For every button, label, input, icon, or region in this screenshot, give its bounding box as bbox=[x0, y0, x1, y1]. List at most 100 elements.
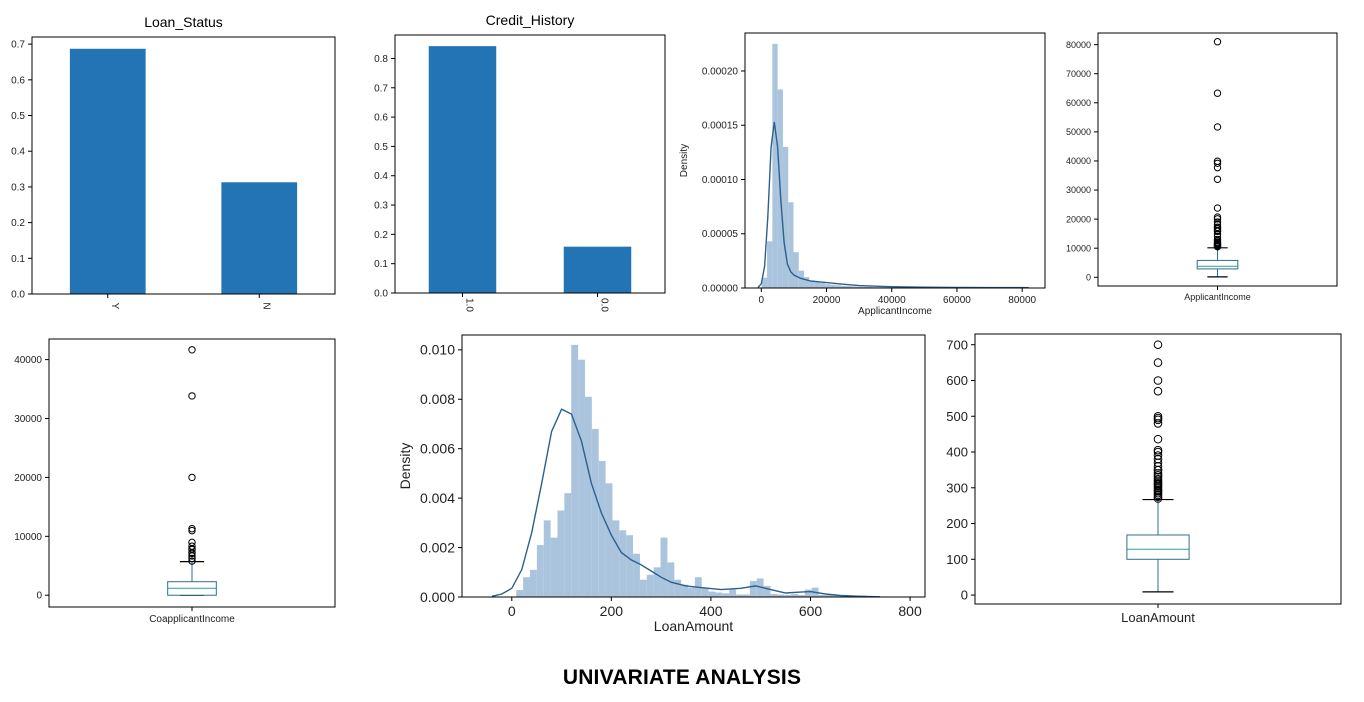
loan-amount-box-outlier bbox=[1154, 359, 1162, 367]
loan-amount-dist-hist-bin bbox=[537, 545, 544, 597]
applicant-income-box-outlier bbox=[1214, 176, 1220, 182]
credit-history-ytick-label: 0.4 bbox=[374, 171, 388, 182]
loan-amount-dist-hist-bin bbox=[516, 590, 523, 597]
loan-amount-dist-xtick-label: 400 bbox=[699, 603, 723, 619]
loan-amount-box-outlier bbox=[1154, 414, 1162, 422]
credit-history-ytick-label: 0.2 bbox=[374, 230, 388, 241]
loan-status-ytick-label: 0.3 bbox=[11, 182, 25, 193]
applicant-income-box-iqr-box bbox=[1197, 260, 1238, 268]
loan-amount-dist-hist-bin bbox=[564, 493, 571, 597]
credit-history-ytick-label: 0.6 bbox=[374, 113, 388, 124]
applicant-income-box-outlier bbox=[1214, 205, 1220, 211]
loan-amount-dist-ytick-label: 0.004 bbox=[420, 490, 455, 506]
loan-amount-dist-hist-bin bbox=[626, 535, 633, 597]
loan-amount-dist-ylabel: Density bbox=[397, 443, 413, 490]
loan-amount-box-outlier bbox=[1154, 446, 1162, 454]
loan-status-bar bbox=[70, 49, 146, 294]
loan-amount-dist-hist-bin bbox=[647, 575, 654, 597]
loan-amount-dist-hist-bin bbox=[688, 588, 695, 597]
loan-amount-box-iqr-box bbox=[1127, 535, 1189, 559]
applicant-income-box-ytick-label: 70000 bbox=[1066, 69, 1091, 79]
loan-amount-dist-hist-bin bbox=[551, 538, 558, 597]
loan-amount-dist-hist-bin bbox=[530, 570, 537, 597]
applicant-income-dist-xtick-label: 20000 bbox=[813, 295, 841, 306]
applicant-income-box-ytick-label: 80000 bbox=[1066, 40, 1091, 50]
loan-amount-dist-hist-bin bbox=[716, 593, 723, 597]
loan-amount-box-ytick-label: 600 bbox=[946, 373, 968, 388]
applicant-income-box-ytick-label: 60000 bbox=[1066, 98, 1091, 108]
loan-status-ytick-label: 0.2 bbox=[11, 218, 25, 229]
credit-history-xtick-label: 1.0 bbox=[464, 298, 475, 312]
credit-history-ytick-label: 0.0 bbox=[374, 289, 388, 300]
credit-history-bar bbox=[564, 247, 632, 293]
credit-history-ytick-label: 0.7 bbox=[374, 83, 388, 94]
loan-amount-dist-hist-bin bbox=[585, 397, 592, 597]
applicant-income-box-ytick-label: 10000 bbox=[1066, 243, 1091, 253]
credit-history-ytick-label: 0.1 bbox=[374, 259, 388, 270]
applicant-income-dist-ytick-label: 0.00000 bbox=[702, 284, 739, 295]
applicant-income-box-outlier bbox=[1214, 124, 1220, 130]
applicant-income-box-outlier bbox=[1214, 90, 1220, 96]
applicant-income-box-ytick-label: 0 bbox=[1086, 272, 1091, 282]
loan-amount-dist-ytick-label: 0.000 bbox=[420, 589, 455, 605]
loan-amount-dist-hist-bin bbox=[571, 345, 578, 597]
loan-amount-dist-hist-bin bbox=[722, 593, 729, 597]
loan-amount-dist-hist-bin bbox=[523, 577, 530, 597]
loan-amount-box-outlier bbox=[1154, 377, 1162, 385]
applicant-income-dist-hist-bin bbox=[767, 241, 772, 288]
credit-history-title: Credit_History bbox=[486, 12, 575, 28]
loan-status-xtick-label: Y bbox=[109, 303, 120, 310]
loan-status-title: Loan_Status bbox=[144, 14, 223, 30]
loan-amount-dist-hist-bin bbox=[612, 520, 619, 597]
applicant-income-dist-xtick-label: 80000 bbox=[1008, 295, 1036, 306]
loan-amount-box-ytick-label: 500 bbox=[946, 409, 968, 424]
loan-amount-dist-hist-bin bbox=[606, 483, 613, 597]
credit-history-xtick-label: 0.0 bbox=[599, 298, 610, 312]
coapplicant-income-box-ytick-label: 30000 bbox=[14, 414, 42, 425]
loan-status-ytick-label: 0.5 bbox=[11, 111, 25, 122]
coapplicant-income-box-outlier bbox=[189, 474, 195, 480]
applicant-income-dist-ylabel: Density bbox=[679, 144, 690, 177]
loan-amount-dist-hist-bin bbox=[750, 581, 757, 597]
loan-status-ytick-label: 0.4 bbox=[11, 147, 25, 158]
applicant-income-box-ytick-label: 50000 bbox=[1066, 127, 1091, 137]
coapplicant-income-box-outlier bbox=[189, 539, 195, 545]
credit-history-ytick-label: 0.3 bbox=[374, 201, 388, 212]
coapplicant-income-box-ytick-label: 0 bbox=[36, 591, 42, 602]
applicant-income-dist-xtick-label: 60000 bbox=[943, 295, 971, 306]
loan-status-ytick-label: 0.6 bbox=[11, 75, 25, 86]
loan-amount-dist-hist-bin bbox=[599, 461, 606, 597]
loan-amount-dist-xtick-label: 200 bbox=[600, 603, 624, 619]
loan-amount-box-ytick-label: 700 bbox=[946, 337, 968, 352]
loan-amount-dist-xtick-label: 600 bbox=[799, 603, 823, 619]
coapplicant-income-box-ytick-label: 20000 bbox=[14, 473, 42, 484]
loan-amount-box-outlier bbox=[1154, 341, 1162, 349]
applicant-income-dist-ytick-label: 0.00015 bbox=[702, 121, 739, 132]
applicant-income-dist-ytick-label: 0.00020 bbox=[702, 66, 739, 77]
loan-amount-dist-hist-bin bbox=[702, 588, 709, 597]
coapplicant-income-box-xtick-label: CoapplicantIncome bbox=[149, 614, 235, 625]
loan-status-ytick-label: 0.0 bbox=[11, 290, 25, 301]
applicant-income-dist-hist-bin bbox=[820, 283, 825, 288]
loan-amount-dist-hist-bin bbox=[619, 530, 626, 597]
loan-amount-box-ytick-label: 400 bbox=[946, 445, 968, 460]
applicant-income-dist-hist-bin bbox=[788, 202, 793, 288]
loan-amount-box-outlier bbox=[1154, 435, 1162, 443]
loan-amount-dist-xtick-label: 0 bbox=[508, 603, 516, 619]
loan-amount-dist-hist-bin bbox=[667, 562, 674, 597]
applicant-income-box-ytick-label: 40000 bbox=[1066, 156, 1091, 166]
loan-amount-dist-hist-bin bbox=[674, 580, 681, 597]
credit-history-ytick-label: 0.5 bbox=[374, 142, 388, 153]
loan-status-ytick-label: 0.7 bbox=[11, 40, 25, 51]
applicant-income-dist-hist-bin bbox=[772, 44, 777, 288]
loan-status-xtick-label: N bbox=[260, 302, 271, 309]
applicant-income-dist-hist-bin bbox=[783, 147, 788, 288]
loan-amount-box-xtick-label: LoanAmount bbox=[1121, 610, 1195, 625]
coapplicant-income-box-ytick-label: 40000 bbox=[14, 355, 42, 366]
applicant-income-dist-xtick-label: 0 bbox=[759, 295, 765, 306]
applicant-income-dist-hist-bin bbox=[815, 282, 820, 288]
